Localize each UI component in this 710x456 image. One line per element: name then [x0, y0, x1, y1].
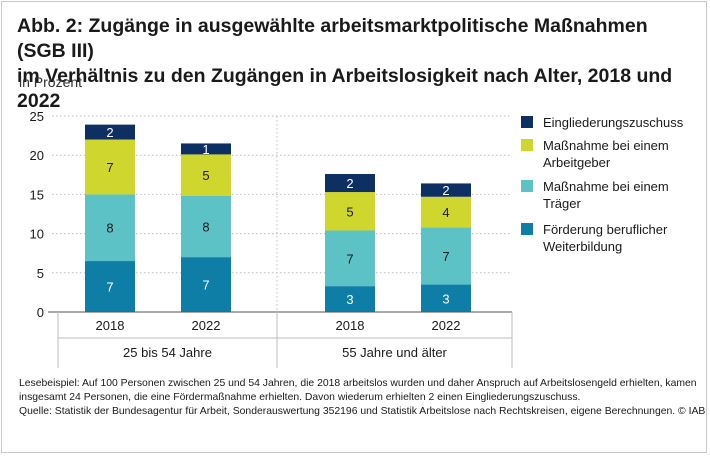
- data-label: 3: [442, 291, 449, 306]
- bar-segment: [181, 143, 231, 155]
- bar-segment: [421, 284, 471, 312]
- x-tick-label: 2022: [432, 318, 461, 333]
- x-tick-label: 2018: [336, 318, 365, 333]
- data-label: 8: [202, 220, 209, 235]
- data-label: 2: [442, 183, 449, 198]
- bar-segment: [421, 183, 471, 197]
- group-label: 25 bis 54 Jahre: [123, 345, 212, 360]
- x-tick-label: 2022: [192, 318, 221, 333]
- legend-label: Förderung beruflicher Weiterbildung: [543, 222, 668, 254]
- data-label: 5: [346, 204, 353, 219]
- y-tick-label: 10: [30, 227, 44, 242]
- figure-notes: Lesebeispiel: Auf 100 Personen zwischen …: [19, 377, 709, 419]
- chart-unit-label: in Prozent: [19, 74, 83, 90]
- legend-swatch: [521, 139, 533, 151]
- bar-segment: [181, 195, 231, 258]
- data-label: 7: [442, 249, 449, 264]
- bar-segment: [85, 261, 135, 312]
- bar-segment: [325, 174, 375, 193]
- legend-swatch: [521, 116, 533, 128]
- group-label: 55 Jahre und älter: [342, 345, 447, 360]
- bar-segment: [85, 124, 135, 140]
- legend-label: Maßnahme bei einem Arbeitgeber: [543, 138, 669, 170]
- legend-label: Eingliederungszuschuss: [543, 115, 684, 130]
- reading-example: Lesebeispiel: Auf 100 Personen zwischen …: [19, 378, 697, 403]
- chart-title-line-2: im Verhältnis zu den Zugängen in Arbeits…: [17, 65, 673, 112]
- data-label: 7: [202, 278, 209, 293]
- bar-segment: [421, 227, 471, 285]
- legend-swatch: [521, 180, 533, 192]
- bar-segment: [181, 257, 231, 312]
- y-tick-label: 5: [37, 266, 44, 281]
- legend-item: Förderung beruflicher Weiterbildung: [521, 221, 710, 255]
- chart-title: Abb. 2: Zugänge in ausgewählte arbeitsma…: [17, 14, 697, 114]
- bar-segment: [325, 230, 375, 287]
- data-label: 1: [202, 142, 209, 157]
- chart-title-line-1: Abb. 2: Zugänge in ausgewählte arbeitsma…: [17, 15, 648, 62]
- y-tick-label: 0: [37, 305, 44, 320]
- legend-item: Maßnahme bei einem Arbeitgeber: [521, 137, 710, 171]
- x-tick-label: 2018: [96, 318, 125, 333]
- source-note: Quelle: Statistik der Bundesagentur für …: [19, 406, 706, 417]
- bar-segment: [181, 154, 231, 196]
- data-label: 5: [202, 168, 209, 183]
- data-label: 2: [346, 176, 353, 191]
- data-label: 7: [106, 280, 113, 295]
- data-label: 2: [106, 125, 113, 140]
- y-tick-label: 20: [30, 148, 44, 163]
- bar-segment: [325, 286, 375, 312]
- data-label: 3: [346, 292, 353, 307]
- data-label: 8: [106, 221, 113, 236]
- data-label: 4: [442, 205, 449, 220]
- legend-item: Eingliederungszuschuss: [521, 114, 710, 131]
- y-tick-label: 25: [30, 109, 44, 124]
- y-tick-label: 15: [30, 187, 44, 202]
- bar-segment: [85, 194, 135, 262]
- bar-segment: [325, 192, 375, 231]
- bar-segment: [85, 139, 135, 195]
- data-label: 7: [346, 251, 353, 266]
- data-label: 7: [106, 160, 113, 175]
- legend-label: Maßnahme bei einem Träger: [543, 179, 669, 211]
- legend-swatch: [521, 223, 533, 235]
- legend-item: Maßnahme bei einem Träger: [521, 178, 710, 212]
- bar-segment: [421, 196, 471, 228]
